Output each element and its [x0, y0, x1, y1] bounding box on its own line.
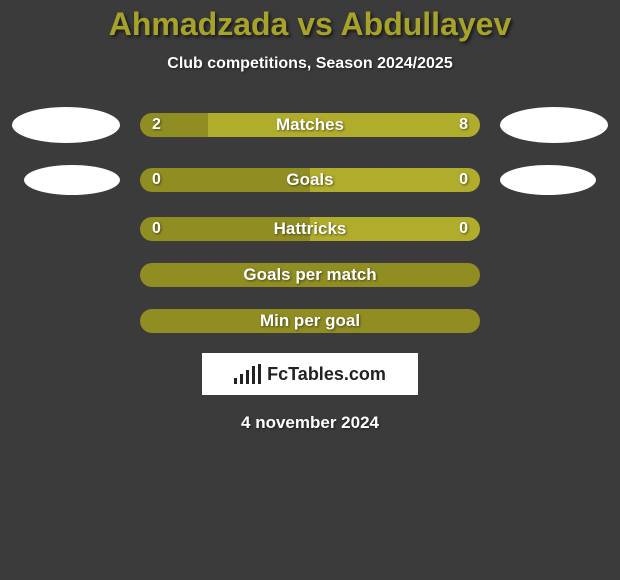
- spacer: [500, 321, 620, 322]
- stat-label: Hattricks: [274, 219, 347, 239]
- stat-row: Min per goal: [0, 309, 620, 333]
- stat-label: Goals: [286, 170, 333, 190]
- avatar-left: [12, 107, 120, 143]
- stat-bar: Goals 0 0: [140, 168, 480, 192]
- stat-bar: Goals per match: [140, 263, 480, 287]
- stat-value-right: 0: [459, 220, 468, 238]
- bar-left-segment: [140, 113, 208, 137]
- stat-bar: Min per goal: [140, 309, 480, 333]
- logo-bars-icon: [234, 364, 261, 384]
- stat-label: Goals per match: [243, 265, 376, 285]
- logo-bar: [246, 370, 249, 384]
- stat-row: Goals 0 0: [0, 165, 620, 195]
- avatar-right: [500, 107, 608, 143]
- stat-value-left: 0: [152, 171, 161, 189]
- spacer: [0, 229, 120, 230]
- bar-left-segment: [140, 168, 310, 192]
- logo-bar: [252, 366, 255, 384]
- stat-label: Min per goal: [260, 311, 360, 331]
- avatar-right: [500, 165, 596, 195]
- stat-bar: Matches 2 8: [140, 113, 480, 137]
- stat-row: Hattricks 0 0: [0, 217, 620, 241]
- date-line: 4 november 2024: [0, 413, 620, 433]
- infographic-canvas: Ahmadzada vs Abdullayev Club competition…: [0, 0, 620, 580]
- stat-label: Matches: [276, 115, 344, 135]
- stat-value-left: 2: [152, 116, 161, 134]
- stat-bar: Hattricks 0 0: [140, 217, 480, 241]
- stat-row: Matches 2 8: [0, 107, 620, 143]
- logo-bar: [234, 378, 237, 384]
- spacer: [0, 321, 120, 322]
- title: Ahmadzada vs Abdullayev: [0, 0, 620, 43]
- logo-bar: [240, 374, 243, 384]
- stat-value-right: 8: [459, 116, 468, 134]
- stat-rows: Matches 2 8 Goals 0 0 Hattricks 0 0 Goals per mat…: [0, 107, 620, 333]
- stat-row: Goals per match: [0, 263, 620, 287]
- spacer: [500, 229, 620, 230]
- subtitle: Club competitions, Season 2024/2025: [0, 55, 620, 73]
- spacer: [500, 275, 620, 276]
- logo-bar: [258, 364, 261, 384]
- stat-value-right: 0: [459, 171, 468, 189]
- logo-box: FcTables.com: [202, 353, 418, 395]
- spacer: [0, 275, 120, 276]
- logo-text: FcTables.com: [267, 364, 386, 385]
- bar-right-segment: [310, 168, 480, 192]
- stat-value-left: 0: [152, 220, 161, 238]
- avatar-left: [24, 165, 120, 195]
